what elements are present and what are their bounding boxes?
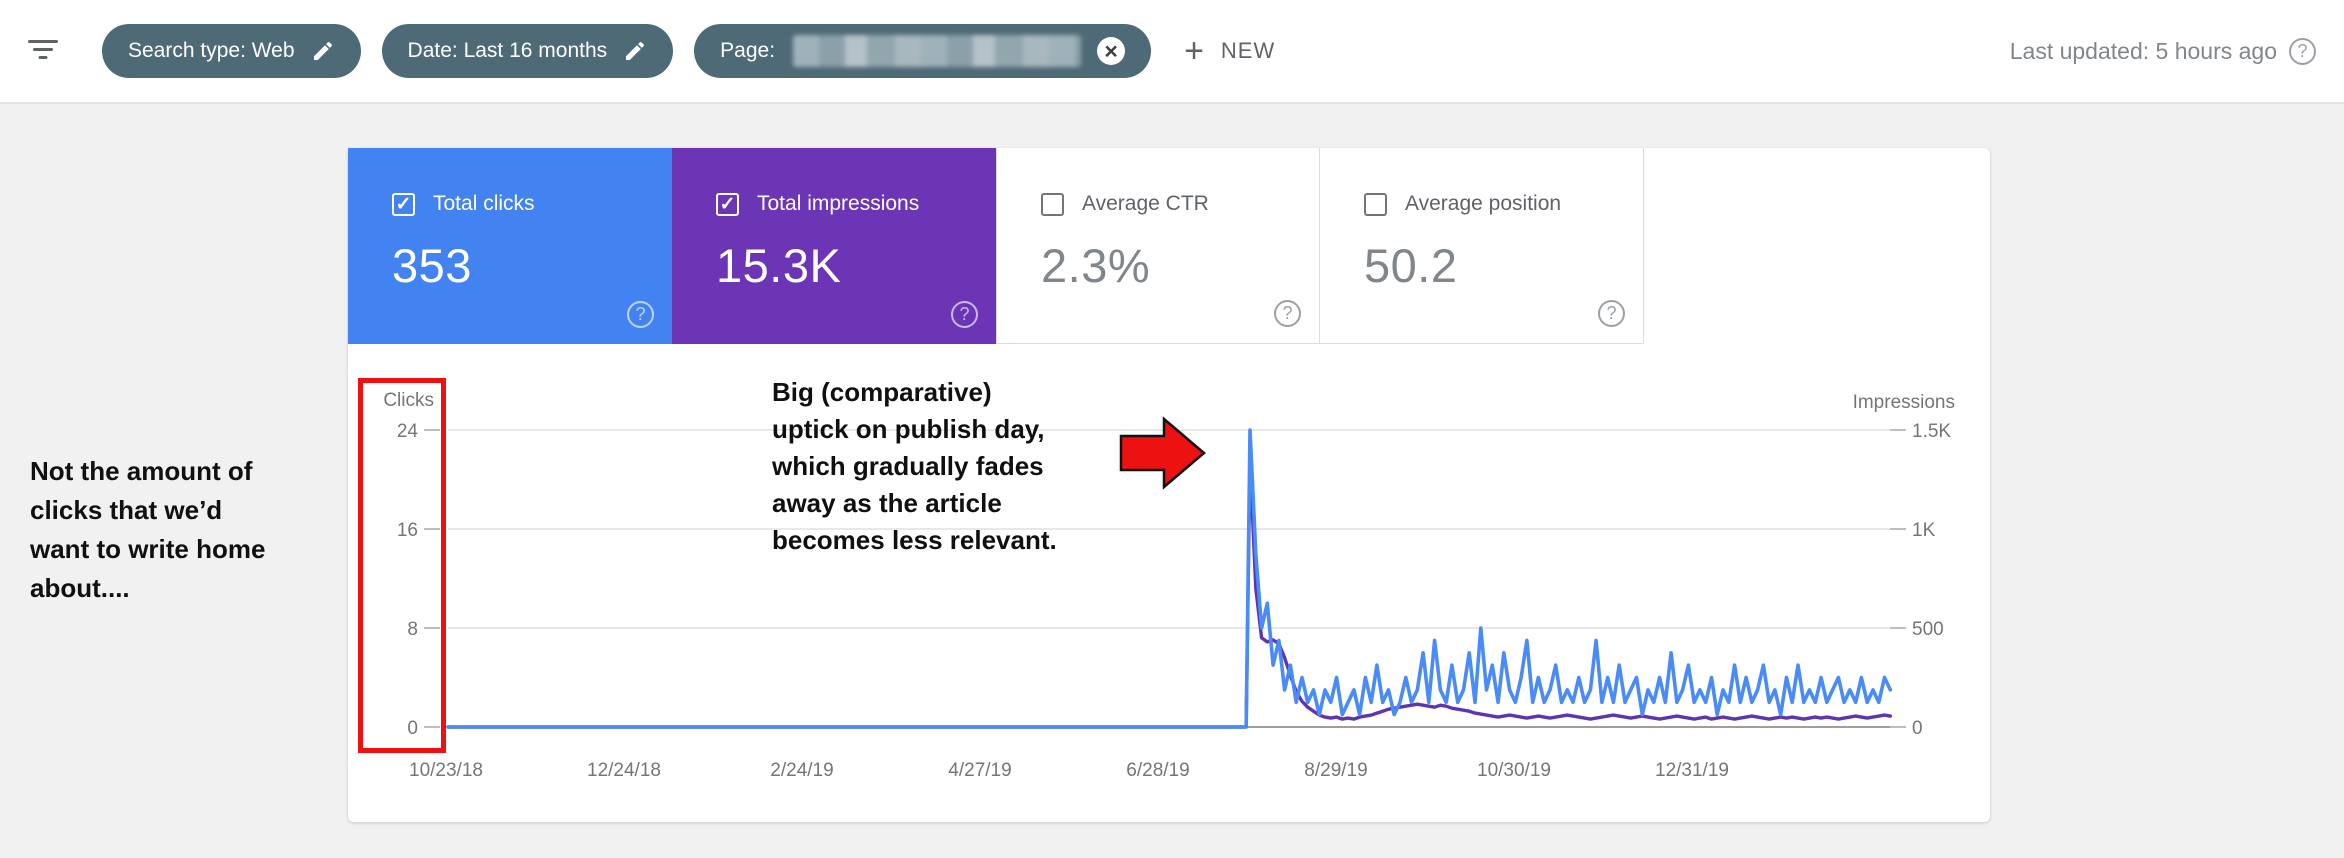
x-axis-tick-label: 10/30/19	[1477, 760, 1551, 781]
tile-total-impressions[interactable]: ✓ Total impressions 15.3K ?	[672, 148, 996, 344]
help-icon[interactable]: ?	[951, 301, 978, 328]
last-updated: Last updated: 5 hours ago ?	[2009, 37, 2316, 65]
x-axis-tick-label: 8/29/19	[1304, 760, 1367, 781]
impressions-axis-tick-label: 1K	[1912, 520, 1936, 541]
tile-label: Average CTR	[1082, 192, 1209, 215]
x-axis-tick-label: 10/23/18	[409, 760, 483, 781]
x-axis-tick-label: 12/24/18	[587, 760, 661, 781]
clicks-axis-tick-label: 24	[397, 421, 419, 442]
help-icon[interactable]: ?	[1274, 300, 1301, 327]
page-filter-chip-label: Page:	[720, 39, 776, 62]
redacted-page-url	[793, 35, 1082, 67]
tile-label: Total clicks	[433, 192, 535, 215]
filter-toolbar: Search type: Web Date: Last 16 months Pa…	[0, 0, 2344, 104]
edit-pencil-icon[interactable]	[311, 39, 335, 63]
performance-card: 24 1.5K 16 1K 8 500 0 0 Clicks Impressions 10/23/1…	[348, 148, 1990, 822]
clicks-axis-tick-label: 0	[407, 718, 418, 739]
tile-value: 50.2	[1364, 239, 1458, 292]
clicks-axis-tick-label: 16	[397, 520, 418, 541]
x-axis-tick-label: 12/31/19	[1655, 760, 1729, 781]
search-type-chip-label: Search type: Web	[128, 39, 295, 62]
tile-average-ctr[interactable]: ✓ Average CTR 2.3% ?	[996, 148, 1320, 344]
checkbox-icon[interactable]: ✓	[1364, 192, 1387, 216]
clicks-axis-tick-label: 8	[407, 619, 418, 640]
spike-annotation-note: Big (comparative) uptick on publish day,…	[772, 377, 1057, 555]
x-axis-tick-label: 2/24/19	[770, 760, 833, 781]
tile-label: Total impressions	[757, 192, 920, 215]
x-axis-tick-label: 4/27/19	[948, 760, 1011, 781]
page-filter-chip[interactable]: Page: ×	[694, 24, 1152, 78]
impressions-axis-tick-label: 1.5K	[1912, 421, 1951, 442]
new-filter-button-label: NEW	[1220, 38, 1276, 63]
tile-value: 353	[392, 239, 472, 292]
tile-value: 15.3K	[716, 239, 842, 292]
plus-icon: +	[1184, 32, 1205, 70]
help-icon[interactable]: ?	[2289, 37, 2316, 65]
checkbox-icon[interactable]: ✓	[716, 192, 739, 216]
checkbox-icon[interactable]: ✓	[1041, 192, 1064, 216]
edit-pencil-icon[interactable]	[623, 39, 647, 63]
clicks-line-series	[446, 428, 1893, 729]
red-highlight-rectangle	[358, 378, 446, 753]
tile-total-clicks[interactable]: ✓ Total clicks 353 ?	[348, 148, 672, 344]
metric-tiles: ✓ Total clicks 353 ? ✓ Total impressions…	[348, 148, 1644, 344]
red-arrow-annotation	[1119, 416, 1206, 490]
close-icon[interactable]: ×	[1097, 37, 1126, 65]
search-type-chip[interactable]: Search type: Web	[102, 24, 361, 78]
last-updated-text: Last updated: 5 hours ago	[2009, 37, 2277, 64]
date-range-chip[interactable]: Date: Last 16 months	[381, 24, 674, 78]
impressions-axis-tick-label: 500	[1912, 619, 1944, 640]
impressions-axis-title: Impressions	[1853, 392, 1955, 413]
help-icon[interactable]: ?	[1598, 300, 1625, 327]
checkbox-icon[interactable]: ✓	[392, 192, 415, 216]
filter-list-icon[interactable]	[28, 40, 58, 62]
tile-value: 2.3%	[1041, 239, 1151, 292]
x-axis-tick-label: 6/28/19	[1126, 760, 1189, 781]
impressions-line-series	[446, 458, 1893, 729]
tile-average-position[interactable]: ✓ Average position 50.2 ?	[1320, 148, 1644, 344]
left-annotation-note: Not the amount of clicks that we’d want …	[30, 456, 266, 603]
tile-label: Average position	[1405, 192, 1562, 215]
date-range-chip-label: Date: Last 16 months	[407, 39, 608, 62]
performance-chart: 24 1.5K 16 1K 8 500 0 0 Clicks Impressions 10/23/1…	[383, 390, 1955, 781]
help-icon[interactable]: ?	[627, 301, 654, 328]
clicks-axis-title: Clicks	[383, 390, 434, 411]
new-filter-button[interactable]: + NEW	[1184, 34, 1275, 68]
impressions-axis-tick-label: 0	[1912, 718, 1923, 739]
